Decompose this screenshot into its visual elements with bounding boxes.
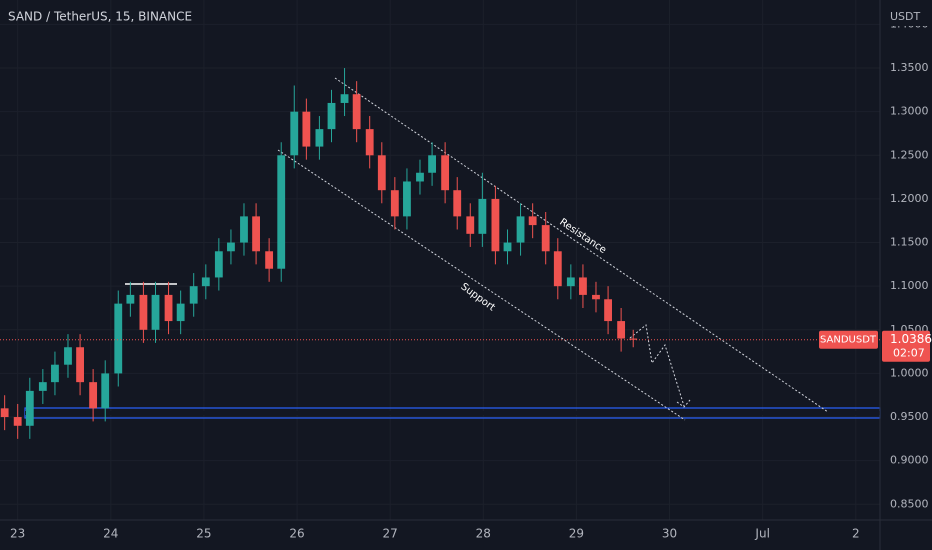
candle-body (503, 242, 512, 252)
chart-title: SAND / TetherUS, 15, BINANCE (8, 10, 192, 24)
candle-body (466, 216, 475, 234)
candle-body (38, 382, 47, 391)
candle-body (365, 129, 374, 156)
candles (0, 68, 638, 439)
projection-arrow (676, 399, 691, 408)
y-tick-label: 1.2500 (890, 148, 929, 161)
y-tick-label: 1.2000 (890, 192, 929, 205)
candle-body (629, 338, 638, 340)
candle-body (617, 321, 626, 339)
candle-body (25, 390, 34, 426)
candle-body (566, 277, 575, 287)
candle-body (76, 347, 84, 383)
candle-body (277, 155, 286, 269)
candle-body (327, 102, 336, 130)
candle-body (340, 94, 349, 103)
candle-body (89, 382, 98, 409)
candle-body (553, 251, 562, 287)
y-tick-label: 1.1500 (890, 236, 929, 249)
candle-body (240, 216, 248, 243)
candle-body (13, 417, 22, 426)
resistance-line (334, 77, 829, 413)
candle-body (151, 294, 160, 330)
candle-body (528, 216, 537, 226)
x-tick-label: 23 (10, 527, 25, 541)
candle-body (516, 216, 525, 243)
x-tick-label: 30 (662, 527, 677, 541)
candle-body (579, 277, 587, 295)
x-tick-label: 24 (103, 527, 118, 541)
axes: 0.85000.90000.95001.00001.05001.10001.15… (10, 17, 928, 540)
candle-body (403, 181, 411, 217)
x-tick-label: 26 (289, 527, 304, 541)
candle-body (0, 408, 9, 418)
y-tick-label: 1.3500 (890, 61, 929, 74)
candle-body (302, 111, 311, 147)
symbol-tag: SANDUSDT (820, 335, 877, 346)
candle-body (101, 373, 110, 409)
y-tick-label: 0.9500 (890, 410, 929, 423)
candle-body (126, 294, 135, 304)
candle-body (541, 225, 550, 252)
candle-body (428, 155, 436, 173)
candle-body (164, 294, 173, 322)
candle-body (491, 198, 500, 252)
candle-body (290, 111, 299, 156)
y-tick-label: 1.0000 (890, 366, 929, 379)
unit-bg (884, 8, 928, 26)
candle-body (252, 216, 260, 252)
price-tag: 1.0386 (890, 332, 932, 346)
candle-body (453, 190, 462, 217)
candle-body (114, 303, 123, 374)
y-tick-label: 1.1000 (890, 279, 929, 292)
y-tick-label: 0.9000 (890, 454, 929, 467)
candle-body (377, 155, 386, 191)
candle-body (139, 294, 148, 330)
unit-label: USDT (890, 10, 921, 23)
candle-body (592, 294, 600, 300)
candle-body (51, 364, 59, 383)
x-tick-label: 29 (569, 527, 584, 541)
candle-body (441, 155, 450, 191)
projection-path (629, 324, 685, 407)
candle-body (390, 190, 399, 217)
y-tick-label: 1.3000 (890, 105, 929, 118)
candle-body (315, 129, 324, 147)
price-tag-bg (882, 330, 930, 362)
candle-body (416, 172, 424, 182)
candle-body (189, 286, 198, 304)
grid (0, 0, 880, 520)
candle-body (214, 251, 223, 278)
candle-body (352, 94, 361, 130)
x-tick-label: Jul (754, 527, 769, 541)
symbol-tag-bg (819, 330, 878, 349)
candle-body (227, 242, 235, 252)
candle-body (604, 299, 612, 322)
countdown: 02:07 (893, 347, 925, 360)
support-line (277, 149, 686, 421)
candle-body (478, 198, 487, 234)
x-tick-label: 25 (196, 527, 211, 541)
x-tick-label: 28 (476, 527, 491, 541)
candle-body (265, 251, 274, 269)
x-tick-label: 27 (383, 527, 398, 541)
candle-body (201, 277, 210, 287)
candle-body (176, 303, 185, 322)
y-tick-label: 0.8500 (890, 497, 929, 510)
candle-body (64, 347, 72, 365)
x-tick-label: 2 (852, 527, 860, 541)
